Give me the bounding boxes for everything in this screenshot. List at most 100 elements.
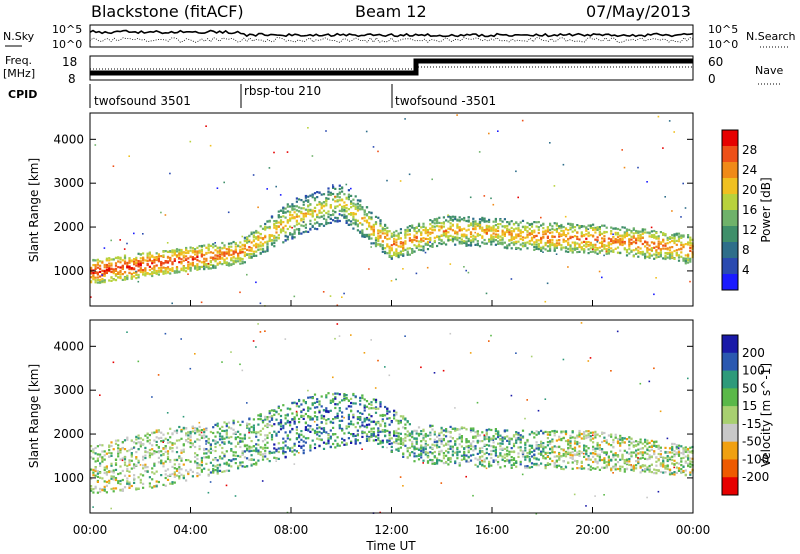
echo-cell — [506, 435, 509, 438]
echo-cell — [438, 225, 441, 228]
echo-cell — [327, 442, 330, 445]
echo-cell — [551, 243, 554, 247]
echo-cell — [671, 251, 674, 254]
echo-cell — [433, 430, 436, 433]
echo-cell — [187, 251, 190, 254]
echo-cell — [320, 421, 323, 424]
echo-cell — [395, 243, 398, 247]
echo-cell — [621, 240, 624, 244]
echo-cell — [338, 427, 341, 430]
echo-cell — [637, 230, 640, 233]
echo-cell — [442, 444, 445, 447]
echo-cell — [200, 470, 203, 473]
echo-cell — [506, 224, 509, 228]
echo-cell — [309, 203, 312, 206]
echo-cell — [227, 252, 231, 255]
echo-cell — [472, 453, 475, 456]
echo-cell — [137, 252, 140, 255]
echo-cell — [583, 251, 586, 254]
echo-cell — [540, 443, 543, 446]
echo-cell — [535, 430, 538, 433]
echo-cell — [298, 440, 301, 444]
echo-cell — [320, 414, 323, 417]
echo-cell — [334, 446, 337, 449]
power-echo-cells — [90, 114, 694, 307]
echo-cell — [336, 442, 339, 445]
echo-cell — [517, 438, 520, 441]
echo-cell — [623, 226, 626, 229]
echo-cell — [684, 259, 687, 262]
echo-cell — [169, 473, 172, 476]
echo-cell — [438, 432, 441, 435]
echo-cell — [488, 438, 491, 441]
echo-cell — [189, 262, 192, 265]
echo-cell — [194, 452, 197, 455]
echo-cell — [223, 441, 226, 444]
echo-cell — [275, 450, 278, 453]
echo-cell — [343, 416, 345, 419]
echo-cell — [198, 438, 201, 442]
echo-cell — [424, 242, 427, 246]
echo-cell — [356, 416, 359, 419]
echo-cell — [494, 437, 497, 440]
echo-cell — [440, 239, 443, 242]
echo-cell — [675, 232, 678, 236]
echo-cell — [239, 262, 242, 265]
echo-cell — [142, 467, 145, 470]
echo-cell — [413, 229, 416, 232]
echo-cell — [485, 292, 488, 295]
echo-cell — [135, 270, 137, 273]
echo-cell — [232, 419, 235, 422]
echo-cell — [379, 423, 382, 426]
echo-cell — [345, 396, 348, 400]
echo-cell — [510, 447, 513, 450]
echo-cell — [273, 451, 276, 454]
echo-cell — [350, 206, 353, 209]
echo-cell — [266, 434, 269, 437]
echo-cell — [388, 374, 391, 377]
echo-cell — [517, 223, 520, 226]
echo-cell — [472, 429, 475, 432]
echo-cell — [252, 418, 255, 421]
echo-cell — [221, 470, 224, 473]
echo-cell — [148, 442, 151, 445]
echo-cell — [653, 229, 656, 233]
echo-cell — [354, 207, 357, 210]
echo-cell — [284, 231, 287, 234]
echo-cell — [194, 257, 197, 260]
echo-cell — [286, 151, 289, 153]
echo-cell — [546, 444, 549, 447]
echo-cell — [189, 246, 192, 249]
echo-cell — [420, 444, 423, 447]
echo-cell — [549, 142, 551, 144]
echo-cell — [92, 457, 95, 460]
echo-cell — [148, 257, 151, 260]
echo-cell — [112, 471, 115, 474]
echo-cell — [223, 181, 225, 184]
echo-cell — [169, 259, 172, 262]
echo-cell — [472, 238, 475, 241]
echo-cell — [316, 196, 319, 199]
echo-cell — [142, 271, 145, 274]
echo-cell — [160, 211, 162, 214]
echo-cell — [388, 437, 391, 440]
echo-cell — [386, 441, 389, 444]
echo-cell — [664, 244, 667, 247]
echo-cell — [155, 430, 158, 434]
echo-cell — [429, 238, 432, 241]
echo-cell — [445, 229, 448, 232]
echo-cell — [402, 415, 405, 418]
echo-cell — [465, 237, 468, 240]
echo-cell — [555, 222, 558, 225]
echo-cell — [209, 263, 212, 266]
echo-cell — [123, 256, 127, 259]
echo-cell — [151, 260, 154, 263]
echo-cell — [637, 231, 640, 234]
echo-cell — [137, 461, 140, 464]
echo-cell — [173, 270, 176, 273]
echo-cell — [616, 241, 620, 244]
echo-cell — [488, 465, 491, 468]
echo-cell — [372, 233, 375, 236]
echo-cell — [440, 482, 443, 484]
echo-cell — [261, 421, 265, 424]
